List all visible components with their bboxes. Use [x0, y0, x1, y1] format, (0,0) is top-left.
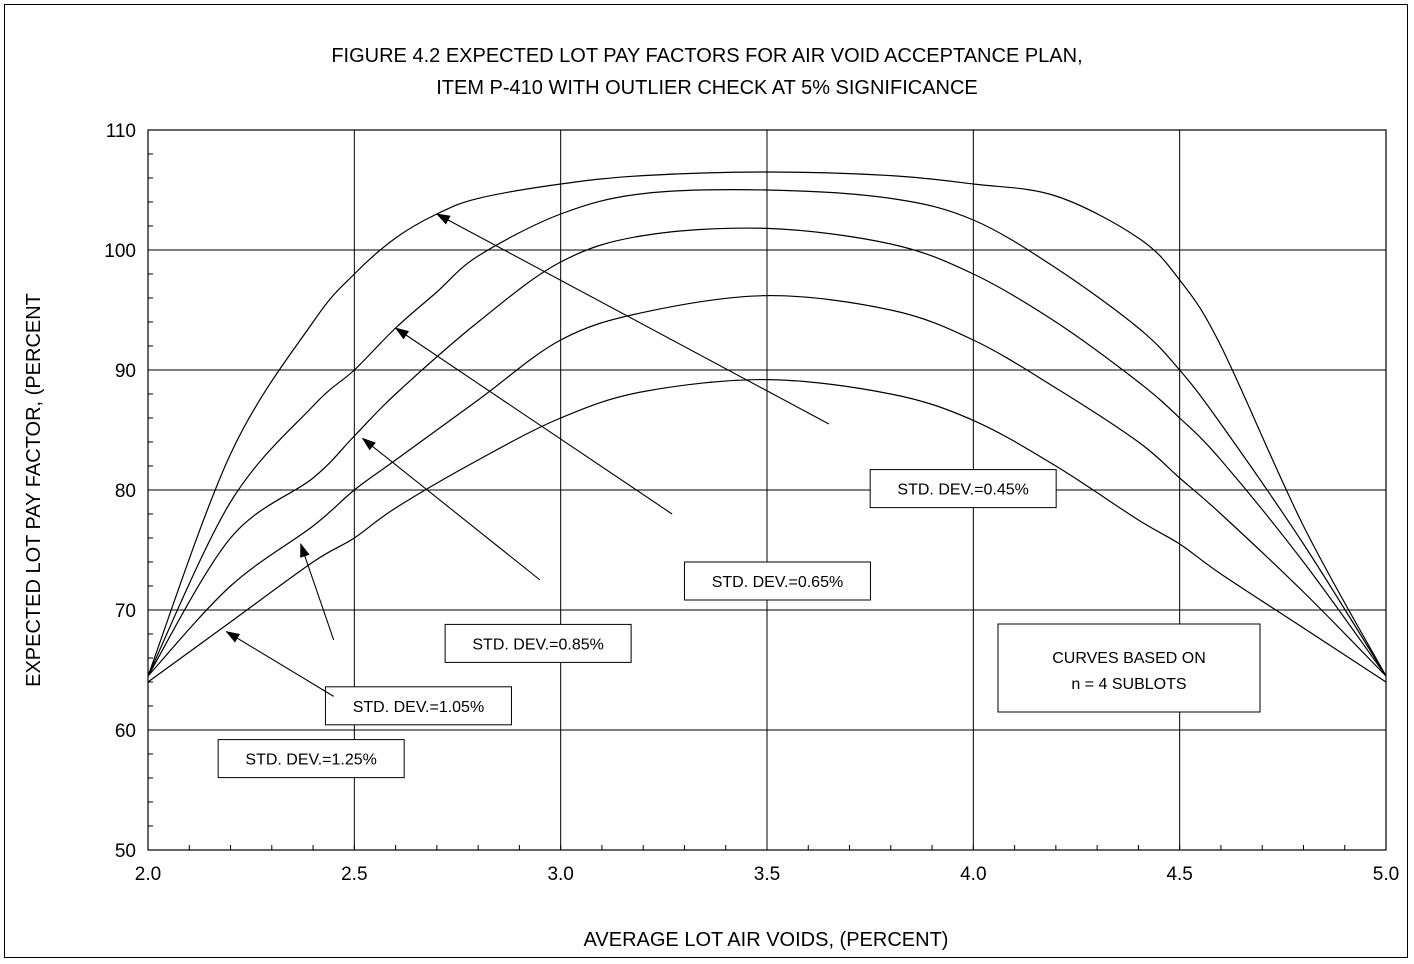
- annotation-arrow: [361, 437, 541, 581]
- x-tick-label: 2.0: [135, 864, 161, 885]
- x-tick-label: 4.0: [960, 864, 986, 885]
- series-lines: [147, 171, 1387, 683]
- annotation-label: STD. DEV.=0.85%: [472, 636, 603, 653]
- annotation: STD. DEV.=0.45%: [435, 213, 1057, 509]
- y-tick-label: 90: [115, 361, 136, 382]
- plot-area: [147, 129, 1387, 851]
- y-tick-label: 80: [115, 481, 136, 502]
- series-line: [147, 294, 1387, 677]
- annotation: STD. DEV.=0.85%: [361, 437, 632, 663]
- annotation-box: [683, 561, 871, 601]
- y-tick-label: 110: [106, 121, 136, 142]
- chart-frame: [4, 4, 1408, 958]
- chart-title-line-1: FIGURE 4.2 EXPECTED LOT PAY FACTORS FOR …: [331, 45, 1082, 67]
- series-line: [147, 171, 1387, 677]
- series-line: [147, 227, 1387, 677]
- x-tick-label: 4.5: [1166, 864, 1192, 885]
- annotation-label: STD. DEV.=1.25%: [245, 752, 376, 769]
- minor-ticks: [147, 129, 1387, 851]
- annotation-label: STD. DEV.=0.45%: [897, 482, 1028, 499]
- series-line: [147, 378, 1387, 683]
- y-tick-label: 70: [115, 601, 136, 622]
- annotation-arrow: [435, 213, 830, 425]
- annotation-label: STD. DEV.=1.05%: [353, 699, 484, 716]
- annotation-box: [869, 469, 1057, 509]
- x-tick-label: 2.5: [341, 864, 367, 885]
- x-tick-label: 5.0: [1373, 864, 1399, 885]
- annotation-box: [444, 623, 632, 663]
- y-tick-label: 60: [115, 721, 136, 742]
- annotation: STD. DEV.=1.05%: [300, 543, 512, 726]
- chart-title-line-2: ITEM P-410 WITH OUTLIER CHECK AT 5% SIGN…: [436, 77, 978, 99]
- series-line: [147, 189, 1387, 677]
- x-axis-tick-labels: 2.0 2.5 3.0 3.5 4.0 4.5 5.0: [135, 864, 1399, 885]
- y-axis-label: EXPECTED LOT PAY FACTOR, (PERCENT: [23, 293, 45, 687]
- y-tick-label: 50: [115, 841, 136, 862]
- std-dev-annotations: STD. DEV.=0.45% STD. DEV.=0.65% STD. DEV.=…: [217, 213, 1057, 779]
- note-line-1: CURVES BASED ON: [1052, 650, 1206, 667]
- annotation-arrow: [225, 631, 334, 697]
- y-tick-label: 100: [104, 241, 136, 262]
- x-axis-label: AVERAGE LOT AIR VOIDS, (PERCENT): [584, 929, 949, 951]
- annotation-label: STD. DEV.=0.65%: [712, 574, 843, 591]
- annotation: STD. DEV.=1.25%: [217, 631, 405, 779]
- x-tick-label: 3.5: [754, 864, 780, 885]
- y-axis-tick-labels: 50 60 70 80 90 100 110: [104, 121, 136, 862]
- annotation-arrow: [300, 543, 335, 641]
- annotation-arrow: [394, 327, 673, 515]
- x-tick-label: 3.0: [547, 864, 573, 885]
- note-box: CURVES BASED ON n = 4 SUBLOTS: [997, 623, 1261, 713]
- annotation: STD. DEV.=0.65%: [394, 327, 871, 601]
- annotation-box: [324, 686, 512, 726]
- annotation-box: [217, 739, 405, 779]
- note-line-2: n = 4 SUBLOTS: [1071, 676, 1186, 693]
